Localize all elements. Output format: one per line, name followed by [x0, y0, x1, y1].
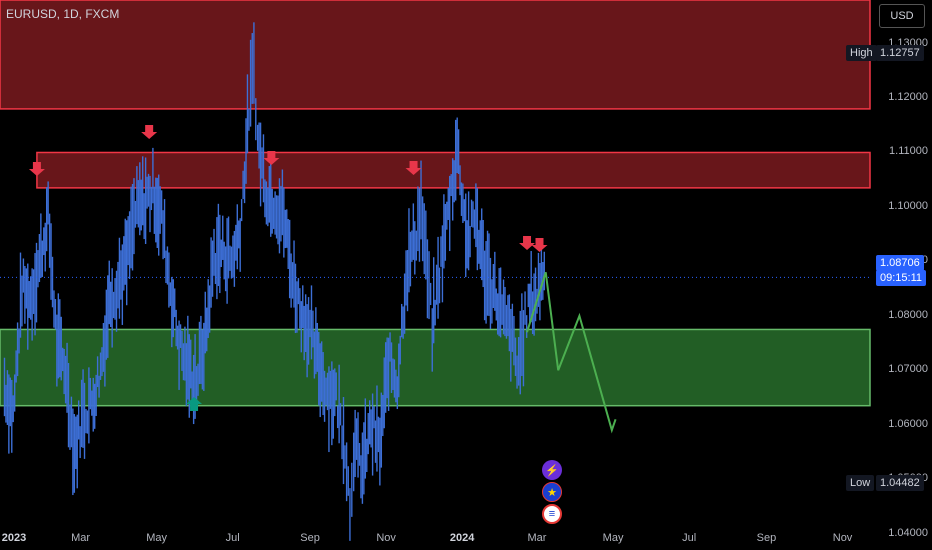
- us-flag-icon[interactable]: ≡: [542, 504, 562, 524]
- sell-arrow-icon: [405, 161, 422, 175]
- price-tick-label: 1.12000: [888, 91, 928, 104]
- sell-arrow-icon: [519, 236, 536, 250]
- sell-arrow-icon: [28, 162, 45, 176]
- countdown-tag: 09:15:11: [876, 270, 927, 286]
- zone-support: [0, 328, 871, 407]
- lightning-icon[interactable]: ⚡: [542, 460, 562, 480]
- time-tick-label: Nov: [376, 532, 396, 544]
- symbol-label: EURUSD, 1D, FXCM: [6, 7, 120, 21]
- price-tick-label: 1.04000: [888, 526, 928, 539]
- sell-arrow-icon: [531, 238, 548, 252]
- time-tick-label: Mar: [71, 532, 91, 544]
- time-tick-label: Jul: [225, 532, 240, 544]
- zone-upper-resistance: [0, 0, 871, 110]
- low-value: 1.04482: [876, 475, 924, 491]
- time-tick-label: Sep: [756, 532, 777, 544]
- time-tick-label: 2024: [449, 532, 475, 544]
- time-tick-label: Sep: [300, 532, 320, 544]
- time-tick-label: Nov: [832, 532, 853, 544]
- time-tick-label: Mar: [527, 532, 547, 544]
- price-tick-label: 1.06000: [888, 417, 928, 430]
- projection-line: [526, 271, 617, 434]
- current-price-tag: 1.08706: [876, 255, 924, 271]
- high-value: 1.12757: [876, 45, 924, 61]
- zone-lower-resistance: [36, 151, 871, 189]
- price-tick-label: 1.10000: [888, 199, 928, 212]
- eu-flag-icon[interactable]: ★: [542, 482, 562, 502]
- time-tick-label: May: [146, 532, 168, 544]
- buy-arrow-icon: [186, 397, 203, 411]
- price-tick-label: 1.08000: [888, 308, 928, 321]
- time-tick-label: May: [602, 532, 624, 544]
- price-tick-label: 1.11000: [889, 145, 928, 158]
- time-tick-label: Jul: [682, 532, 697, 544]
- low-label: Low: [846, 475, 875, 491]
- price-tick-label: 1.07000: [888, 363, 928, 376]
- high-label: High: [846, 45, 877, 61]
- sell-arrow-icon: [263, 151, 280, 165]
- sell-arrow-icon: [141, 125, 158, 139]
- time-tick-label: 2023: [1, 532, 27, 544]
- currency-button[interactable]: USD: [879, 4, 925, 28]
